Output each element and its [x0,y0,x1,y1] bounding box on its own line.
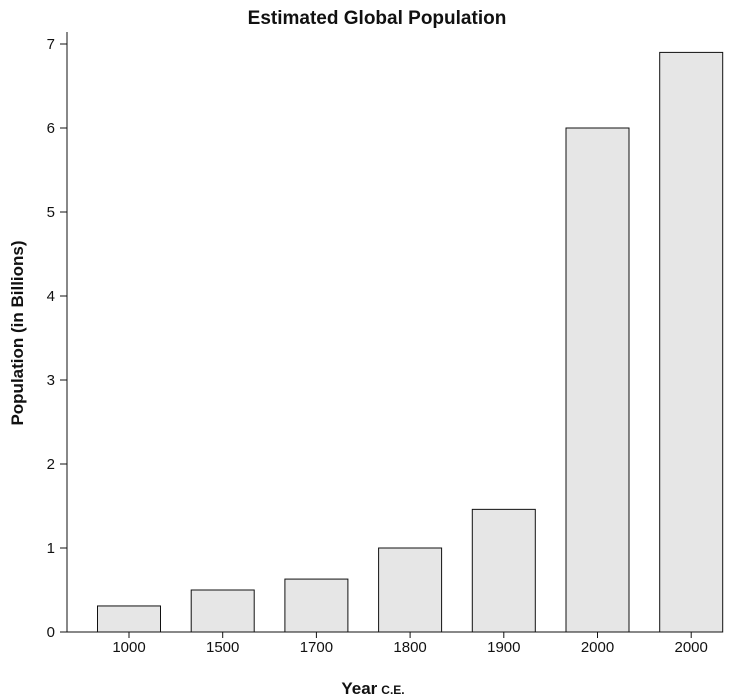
bar-6 [659,51,724,633]
x-tick-label-6: 2000 [675,639,708,656]
x-tick-label-3: 1800 [393,639,426,656]
bar-4 [471,508,536,633]
plot-area: 0 1 2 3 4 5 6 7 1000 1500 1700 1800 1900 2000 2000 [47,32,724,656]
bar-2 [284,578,349,633]
y-tick-label-6: 6 [47,120,55,137]
x-tick-label-5: 2000 [581,639,614,656]
y-tick-label-4: 4 [47,288,55,305]
x-tick-label-0: 1000 [112,639,145,656]
y-axis-label: Population (in Billions) [8,240,27,425]
y-tick-label-1: 1 [47,540,55,557]
x-tick-label-4: 1900 [487,639,520,656]
x-axis-label-main: Year [341,679,377,698]
x-axis-label-suffix: C.E. [381,683,404,697]
x-tick-label-2: 1700 [300,639,333,656]
y-tick-label-3: 3 [47,372,55,389]
y-tick-label-7: 7 [47,36,55,53]
x-tick-label-1: 1500 [206,639,239,656]
y-tick-label-2: 2 [47,456,55,473]
y-tick-label-0: 0 [47,624,55,641]
bar-3 [378,547,443,633]
bar-0 [97,605,161,633]
x-axis-label: Year C.E. [341,679,404,698]
chart-title: Estimated Global Population [248,8,507,29]
y-tick-label-5: 5 [47,204,55,221]
bar-1 [190,589,255,633]
bar-5 [565,127,630,633]
